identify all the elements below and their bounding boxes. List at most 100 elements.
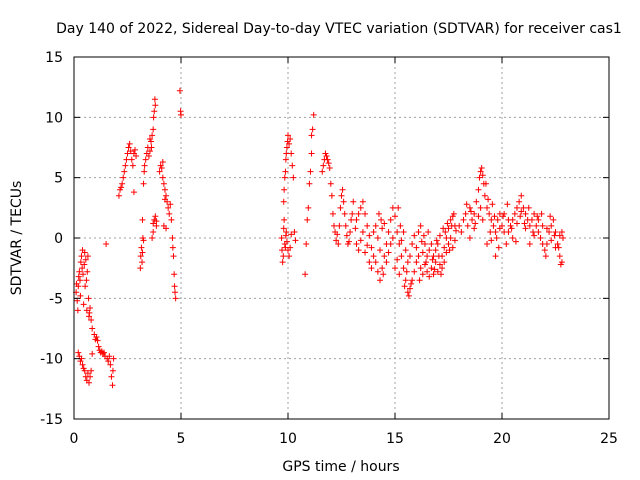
data-point bbox=[355, 210, 362, 217]
data-point bbox=[473, 198, 480, 205]
data-point bbox=[479, 216, 486, 223]
data-point bbox=[550, 216, 557, 223]
data-point bbox=[404, 259, 411, 266]
data-point bbox=[368, 244, 375, 251]
data-point bbox=[460, 216, 467, 223]
data-point bbox=[372, 222, 379, 229]
data-point bbox=[107, 361, 114, 368]
x-tick-label: 5 bbox=[177, 431, 186, 447]
data-point bbox=[548, 237, 555, 244]
data-point bbox=[123, 156, 130, 163]
data-point bbox=[395, 204, 402, 211]
data-point bbox=[489, 201, 496, 208]
data-point bbox=[88, 317, 95, 324]
data-point bbox=[306, 180, 313, 187]
data-point bbox=[151, 108, 158, 115]
data-point bbox=[178, 111, 184, 118]
data-point bbox=[402, 277, 409, 284]
data-point bbox=[541, 247, 548, 254]
data-point bbox=[476, 174, 483, 181]
data-point bbox=[75, 273, 82, 280]
data-point bbox=[129, 162, 136, 169]
data-point bbox=[138, 244, 145, 251]
data-point bbox=[548, 222, 555, 229]
data-point bbox=[423, 259, 430, 266]
data-point bbox=[402, 247, 409, 254]
data-point bbox=[82, 256, 89, 263]
data-point bbox=[539, 222, 546, 229]
data-point bbox=[522, 210, 529, 217]
data-point bbox=[355, 247, 362, 254]
data-point bbox=[456, 222, 463, 229]
data-point bbox=[77, 292, 84, 299]
data-point bbox=[357, 237, 364, 244]
data-point bbox=[542, 253, 549, 260]
data-point bbox=[543, 225, 550, 232]
data-point bbox=[150, 220, 157, 227]
data-point bbox=[364, 242, 371, 249]
data-point bbox=[436, 232, 443, 239]
data-point bbox=[78, 253, 85, 260]
data-point bbox=[307, 168, 314, 175]
data-point bbox=[379, 265, 386, 272]
data-point bbox=[141, 168, 148, 175]
data-point bbox=[522, 225, 529, 232]
data-point bbox=[81, 261, 88, 268]
data-point bbox=[372, 259, 379, 266]
data-point bbox=[305, 204, 312, 211]
data-point bbox=[517, 213, 524, 220]
data-point bbox=[411, 268, 418, 275]
data-point bbox=[140, 180, 147, 187]
data-point bbox=[535, 228, 542, 235]
data-point bbox=[329, 210, 336, 217]
data-point bbox=[475, 213, 482, 220]
data-points bbox=[73, 87, 566, 389]
data-point bbox=[400, 228, 407, 235]
data-point bbox=[425, 228, 432, 235]
data-point bbox=[448, 222, 455, 229]
data-point bbox=[559, 235, 566, 241]
data-point bbox=[286, 253, 293, 260]
data-point bbox=[440, 225, 447, 232]
data-point bbox=[521, 220, 528, 227]
data-point bbox=[482, 180, 489, 187]
data-point bbox=[543, 241, 550, 248]
data-point bbox=[168, 216, 175, 223]
data-point bbox=[368, 265, 375, 272]
data-point bbox=[486, 210, 493, 217]
data-point bbox=[491, 213, 498, 220]
data-point bbox=[490, 222, 497, 229]
data-point bbox=[163, 192, 170, 199]
data-point bbox=[333, 237, 340, 244]
data-point bbox=[431, 266, 438, 273]
data-point bbox=[160, 180, 167, 187]
data-point bbox=[280, 253, 287, 260]
data-point bbox=[362, 210, 369, 217]
data-point bbox=[366, 259, 373, 266]
data-point bbox=[161, 186, 168, 193]
data-point bbox=[126, 140, 133, 147]
data-point bbox=[513, 204, 520, 211]
data-point bbox=[381, 253, 388, 260]
data-point bbox=[124, 150, 131, 157]
data-point bbox=[349, 210, 356, 217]
data-point bbox=[159, 158, 166, 165]
data-point bbox=[287, 244, 294, 251]
data-point bbox=[370, 253, 377, 260]
data-point bbox=[492, 228, 499, 235]
data-point bbox=[445, 225, 452, 232]
data-point bbox=[84, 370, 91, 377]
data-point bbox=[413, 259, 420, 266]
data-point bbox=[140, 237, 147, 244]
data-point bbox=[85, 379, 92, 386]
data-point bbox=[280, 225, 287, 232]
data-point bbox=[530, 228, 537, 235]
data-point bbox=[77, 259, 84, 266]
data-point bbox=[534, 213, 541, 220]
data-point bbox=[387, 241, 394, 248]
data-point bbox=[86, 309, 93, 316]
data-point bbox=[133, 152, 140, 159]
data-point bbox=[106, 353, 113, 360]
data-point bbox=[493, 235, 500, 241]
